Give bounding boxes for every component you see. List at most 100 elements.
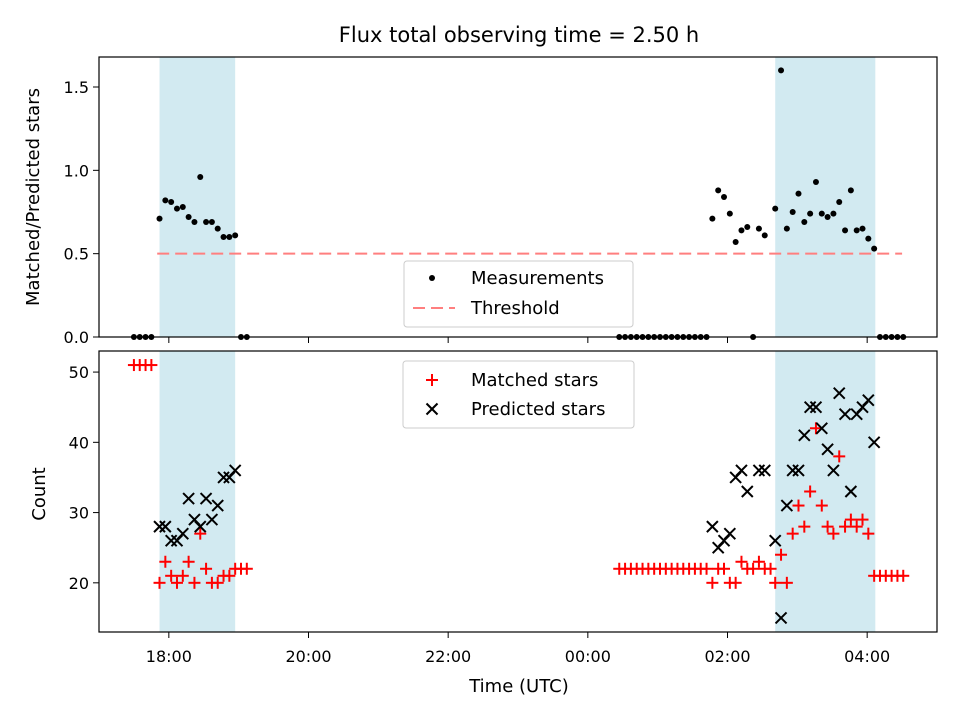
- matched-star-point: [153, 576, 166, 589]
- measurement-point: [197, 174, 204, 180]
- matched-star-point: [764, 562, 777, 575]
- measurement-point: [732, 239, 739, 245]
- chart-title: Flux total observing time = 2.50 h: [339, 23, 699, 47]
- measurement-point: [836, 199, 843, 205]
- predicted-star-point: [706, 520, 719, 533]
- predicted-star-point: [821, 443, 834, 456]
- matched-star-point: [809, 422, 822, 435]
- matched-star-point: [200, 562, 213, 575]
- matched-star-point: [798, 520, 811, 533]
- measurement-point: [818, 210, 825, 217]
- predicted-star-point: [827, 464, 840, 477]
- measurement-point: [801, 219, 808, 225]
- predicted-star-point: [205, 513, 219, 526]
- matched-star-point: [223, 569, 236, 582]
- predicted-star-point: [723, 527, 737, 540]
- x-tick-label: 00:00: [565, 647, 611, 666]
- matched-star-point: [159, 555, 172, 568]
- measurement-point: [859, 225, 866, 232]
- predicted-star-point: [833, 386, 846, 400]
- measurement-point: [156, 215, 163, 222]
- ratio-legend-box: [403, 260, 634, 328]
- predicted-star-point: [752, 464, 766, 477]
- legend-plus: [426, 374, 438, 386]
- measurement-point: [232, 232, 239, 239]
- measurement-point: [173, 205, 180, 212]
- predicted-star-point: [741, 485, 754, 498]
- predicted-star-point: [758, 464, 771, 477]
- measurement-point: [778, 67, 785, 74]
- measurement-point: [721, 194, 728, 200]
- matched-star-point: [176, 569, 189, 582]
- matched-star-point: [839, 520, 852, 533]
- predicted-star-point: [803, 400, 817, 414]
- matched-star-point: [182, 555, 195, 568]
- predicted-star-point: [182, 492, 195, 505]
- measurement-point: [772, 205, 779, 212]
- y-tick-label: 40: [69, 433, 89, 452]
- y-tick-label: 50: [69, 363, 89, 382]
- measurement-point: [807, 210, 814, 217]
- predicted-star-point: [176, 527, 190, 540]
- predicted-star-point: [844, 485, 858, 498]
- count-legend: Matched stars Predicted stars: [402, 360, 635, 429]
- measurement-point: [709, 215, 716, 222]
- x-tick-label: 18:00: [146, 647, 192, 666]
- matched-star-point: [145, 359, 158, 372]
- x-tick-label: 04:00: [844, 647, 890, 666]
- count-y-axis-label: Count: [29, 467, 50, 520]
- shaded-interval: [775, 57, 876, 337]
- legend-threshold-label: Threshold: [470, 298, 560, 319]
- matched-star-point: [780, 576, 793, 589]
- matched-star-point: [792, 499, 805, 512]
- legend-matched-marker: [426, 374, 438, 386]
- matched-star-point: [211, 576, 224, 589]
- matched-star-point: [897, 569, 910, 582]
- measurement-point: [842, 227, 849, 234]
- predicted-star-point: [199, 492, 213, 505]
- predicted-star-point: [774, 611, 788, 625]
- measurement-point: [830, 210, 837, 217]
- measurement-point: [824, 214, 831, 220]
- predicted-star-point: [211, 499, 224, 512]
- measurement-point: [185, 214, 192, 220]
- matched-star-point: [747, 562, 760, 575]
- predicted-star-point: [228, 464, 242, 477]
- legend-predicted-marker: [425, 402, 439, 416]
- ratio-panel: 0.0 0.5 1.0 1.5 Matched/Predicted stars Mea…: [23, 56, 938, 347]
- measurement-point: [203, 219, 210, 225]
- measurement-point: [162, 197, 169, 204]
- predicted-star-point: [786, 464, 799, 477]
- predicted-star-point: [792, 464, 805, 477]
- matched-star-point: [240, 562, 253, 575]
- matched-star-point: [821, 520, 834, 533]
- y-tick-label: 0.0: [64, 328, 89, 347]
- matched-star-point: [856, 513, 869, 526]
- measurement-point: [179, 204, 186, 210]
- matched-star-point: [718, 562, 731, 575]
- x-tick-label: 20:00: [285, 647, 331, 666]
- measurement-point: [726, 210, 733, 217]
- measurement-point: [226, 234, 233, 240]
- measurement-point: [738, 227, 745, 234]
- measurement-point: [871, 245, 878, 252]
- predicted-star-point: [798, 429, 811, 442]
- x-axis-label: Time (UTC): [468, 676, 569, 697]
- matched-star-point: [786, 527, 799, 540]
- measurement-point: [853, 227, 860, 234]
- predicted-star-point: [164, 534, 178, 547]
- count-legend-box: [402, 360, 635, 429]
- predicted-star-point: [838, 408, 852, 421]
- measurement-point: [789, 209, 796, 215]
- matched-star-point: [769, 576, 782, 589]
- measurement-point: [755, 225, 762, 232]
- predicted-star-point: [780, 499, 794, 512]
- ratio-legend: Measurements Threshold: [403, 260, 634, 328]
- legend-cross: [425, 402, 439, 416]
- y-tick-label: 0.5: [64, 245, 89, 264]
- matched-star-point: [752, 555, 765, 568]
- shaded-interval: [159, 57, 236, 337]
- matched-star-point: [165, 569, 178, 582]
